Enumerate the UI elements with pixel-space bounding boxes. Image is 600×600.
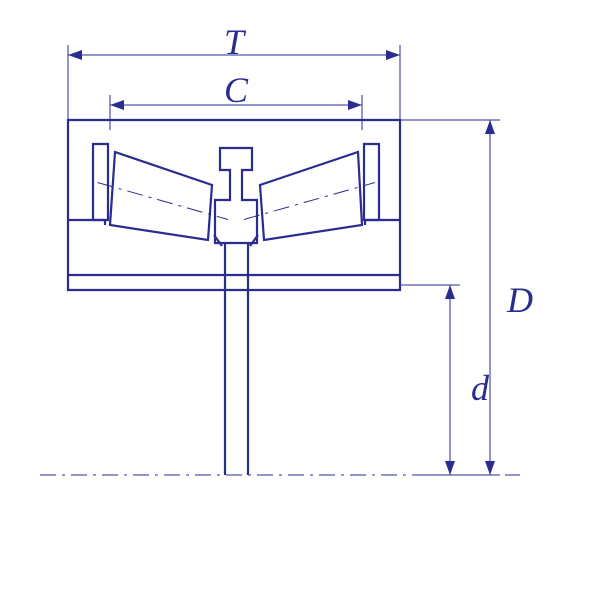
label-T: T: [224, 24, 244, 60]
label-d: d: [471, 370, 489, 406]
label-C: C: [224, 72, 248, 108]
label-D: D: [507, 282, 533, 318]
